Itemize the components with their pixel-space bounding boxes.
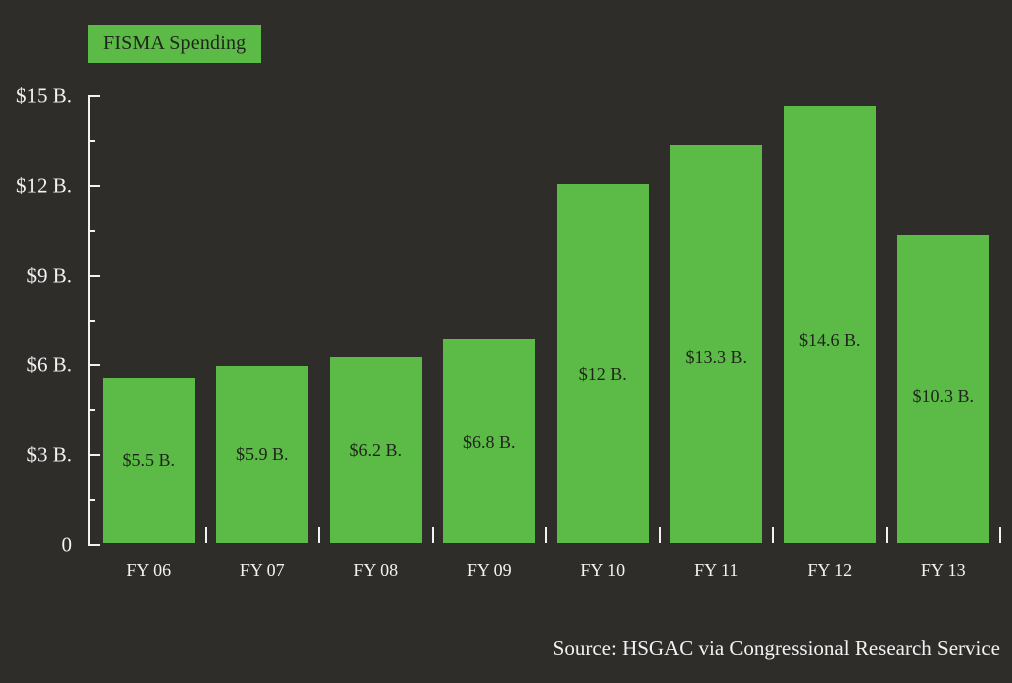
x-axis-tick (431, 527, 434, 543)
x-axis-tick (545, 527, 547, 543)
y-tick-minor (88, 409, 95, 412)
y-tick-label: $12 B. (15, 173, 72, 198)
y-tick-minor (88, 499, 95, 502)
x-tick-label: FY 07 (239, 560, 285, 580)
bar-slot: $6.8 B. (433, 94, 546, 543)
bar-slot: $5.9 B. (206, 94, 319, 543)
y-tick-label: 0 (61, 532, 73, 557)
bar-slot: $14.6 B. (773, 94, 886, 543)
bar-slot: $13.3 B. (660, 94, 773, 543)
y-tick-major (88, 364, 100, 367)
x-axis-labels: FY 06 FY 07 FY 08 FY 09 FY 10 FY 11 FY 12 FY 13 (92, 560, 1000, 581)
x-tick-label: FY 12 (807, 560, 853, 580)
bar-fy-07: $5.9 B. (216, 366, 309, 543)
bars-container: $5.5 B. $5.9 B. $6.2 B. $6.8 B. $12 B. $13.3 … (92, 94, 1000, 543)
x-axis-tick (999, 527, 1001, 543)
bar-fy-09: $6.8 B. (443, 339, 536, 543)
y-tick-minor (88, 139, 95, 142)
bar-slot: $5.5 B. (92, 94, 205, 543)
y-tick-major (88, 544, 100, 546)
x-axis-tick (318, 527, 320, 543)
bar-slot: $10.3 B. (887, 94, 1000, 543)
x-tick-label: FY 13 (920, 560, 966, 580)
y-tick-major (88, 95, 100, 97)
bar-fy-11: $13.3 B. (670, 144, 763, 543)
x-tick-label: FY 10 (580, 560, 626, 580)
bar-value-label: $13.3 B. (685, 346, 747, 367)
x-axis-tick (772, 527, 774, 543)
bar-value-label: $12 B. (578, 363, 627, 384)
y-tick-label: $3 B. (26, 442, 72, 467)
y-tick-label: $9 B. (26, 263, 72, 288)
bar-fy-08: $6.2 B. (329, 357, 422, 543)
bar-value-label: $5.5 B. (122, 449, 175, 470)
x-tick-label: FY 06 (126, 560, 172, 580)
bar-slot: $6.2 B. (319, 94, 432, 543)
y-tick-label: $15 B. (15, 83, 72, 108)
x-axis-tick (658, 527, 661, 543)
y-tick-label: $6 B. (26, 352, 72, 377)
chart-title: FISMA Spending (88, 25, 262, 63)
x-axis-tick (204, 527, 207, 543)
x-tick-label: FY 09 (466, 560, 512, 580)
bar-value-label: $5.9 B. (235, 444, 289, 465)
x-tick-label: FY 11 (694, 560, 739, 580)
y-tick-major (88, 184, 100, 187)
bar-fy-12: $14.6 B. (783, 105, 876, 543)
source-note: Source: HSGAC via Congressional Research… (552, 636, 1000, 660)
bar-fy-10: $12 B. (556, 183, 649, 543)
bar-value-label: $6.8 B. (462, 432, 516, 453)
bar-value-label: $10.3 B. (912, 386, 974, 407)
x-axis-tick (885, 527, 888, 543)
x-tick-label: FY 08 (353, 560, 399, 580)
y-tick-major (88, 274, 100, 277)
bar-value-label: $6.2 B. (349, 440, 402, 461)
bar-slot: $12 B. (546, 94, 659, 543)
bar-fy-06: $5.5 B. (102, 378, 195, 543)
bar-value-label: $14.6 B. (798, 329, 861, 350)
y-tick-minor (88, 229, 95, 232)
bar-fy-13: $10.3 B. (897, 234, 990, 543)
y-tick-major (88, 454, 100, 457)
y-tick-minor (88, 319, 95, 322)
